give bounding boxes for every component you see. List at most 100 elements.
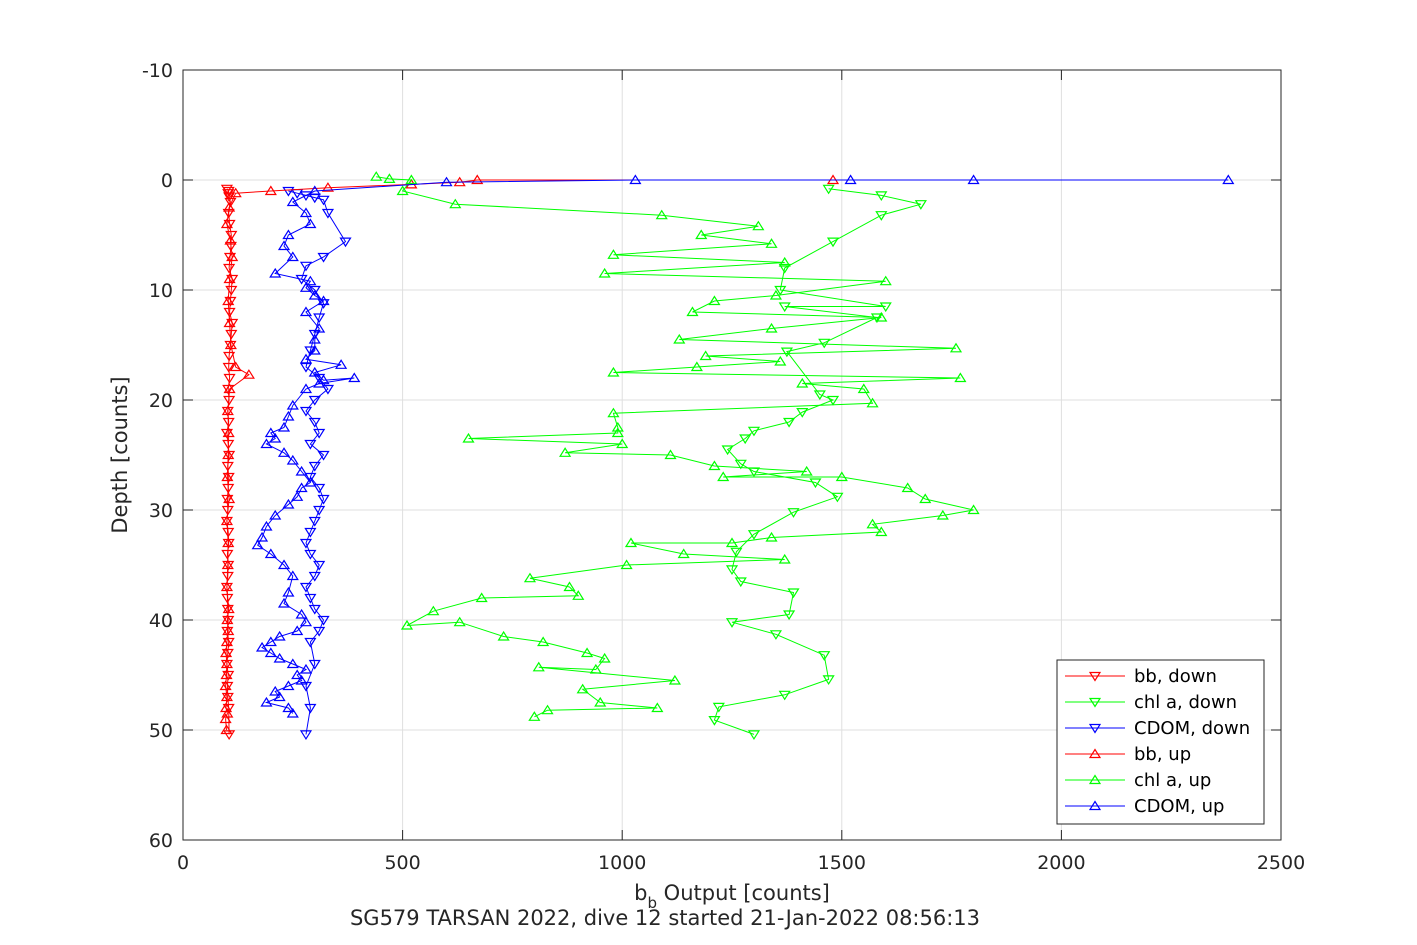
data-point-chl-a-up <box>370 171 383 181</box>
data-point-chl-a-up <box>616 438 629 449</box>
y-tick-label: 40 <box>149 610 173 632</box>
data-point-chl-a-down <box>822 675 835 686</box>
data-point-chl-a-down <box>734 577 747 588</box>
data-point-cdom-down <box>308 395 321 406</box>
data-point-cdom-up <box>291 491 304 501</box>
data-point-chl-a-down <box>769 630 783 640</box>
data-point-chl-a-up <box>523 572 537 583</box>
data-point-cdom-up <box>273 630 286 641</box>
data-point-cdom-down <box>308 417 321 428</box>
data-point-bb-down <box>222 189 235 199</box>
data-point-bb-down <box>225 329 238 340</box>
data-point-chl-a-up <box>752 220 765 231</box>
data-point-cdom-up <box>277 447 291 457</box>
data-point-chl-a-up <box>875 526 888 537</box>
data-point-chl-a-down <box>712 702 725 713</box>
data-point-cdom-up <box>286 707 299 718</box>
data-point-chl-a-up <box>537 636 550 647</box>
data-point-chl-a-up <box>936 509 949 520</box>
data-point-chl-a-up <box>866 397 879 408</box>
data-point-cdom-up <box>277 559 291 570</box>
data-point-chl-a-down <box>739 434 752 445</box>
y-tick-label: 30 <box>149 500 173 522</box>
data-point-bb-down <box>220 428 234 439</box>
data-point-cdom-up <box>264 636 277 647</box>
data-point-chl-a-up <box>717 471 730 482</box>
data-point-cdom-down <box>304 593 317 604</box>
data-point-cdom-down <box>313 483 326 494</box>
data-point-cdom-down <box>308 461 321 472</box>
data-point-chl-a-up <box>594 696 607 707</box>
data-point-cdom-up <box>299 282 313 292</box>
data-point-bb-up <box>229 361 242 372</box>
data-point-cdom-down <box>304 549 317 560</box>
data-point-chl-a-down <box>780 347 793 358</box>
data-point-cdom-up <box>967 174 980 185</box>
data-point-chl-a-down <box>826 237 840 248</box>
data-point-chl-a-down <box>875 211 888 221</box>
data-point-chl-a-up <box>427 605 440 616</box>
data-point-cdom-down <box>313 428 326 439</box>
data-point-chl-a-down <box>778 302 791 313</box>
data-point-cdom-up <box>1222 174 1235 185</box>
data-point-chl-a-down <box>778 690 791 701</box>
data-point-chl-a-up <box>449 198 462 209</box>
y-tick-label: 60 <box>149 830 173 852</box>
data-point-cdom-up <box>286 251 299 262</box>
data-point-chl-a-up <box>800 465 813 476</box>
y-tick-label: 50 <box>149 720 173 742</box>
data-point-chl-a-up <box>879 275 892 286</box>
data-point-cdom-up <box>282 702 295 713</box>
data-point-bb-down <box>221 549 234 560</box>
y-tick-label: 0 <box>161 170 173 192</box>
data-point-cdom-down <box>317 450 330 461</box>
data-point-chl-a-up <box>497 630 510 641</box>
data-point-chl-a-down <box>783 610 796 621</box>
data-point-bb-up <box>222 625 235 636</box>
data-point-chl-a-down <box>813 390 826 401</box>
caption: SG579 TARSAN 2022, dive 12 started 21-Ja… <box>350 906 980 930</box>
data-point-chl-a-up <box>405 174 418 185</box>
data-point-cdom-down <box>321 208 335 219</box>
data-point-cdom-down <box>299 261 313 272</box>
data-point-chl-a-up <box>576 683 589 694</box>
data-point-cdom-up <box>260 696 273 707</box>
data-point-chl-a-up <box>563 581 576 592</box>
data-point-cdom-up <box>277 421 291 432</box>
data-point-chl-a-up <box>607 407 620 418</box>
data-point-chl-a-up <box>954 372 967 383</box>
series-cdom-up <box>251 174 1235 718</box>
data-point-chl-a-up <box>607 366 620 377</box>
data-point-chl-a-up <box>835 471 848 482</box>
data-point-chl-a-up <box>769 289 783 300</box>
data-point-chl-a-up <box>453 616 466 627</box>
data-point-cdom-down <box>299 191 313 202</box>
data-point-chl-a-up <box>668 674 681 685</box>
legend-marker-chl-a-up <box>1088 774 1102 785</box>
legend-entries: bb, down chl a, down CDOM, down bb, up chl a… <box>1065 666 1250 817</box>
data-point-bb-down <box>223 263 236 274</box>
data-point-chl-a-down <box>783 417 796 428</box>
data-point-cdom-up <box>308 289 321 300</box>
data-point-chl-a-up <box>664 449 677 460</box>
data-point-cdom-up <box>255 531 269 542</box>
data-point-bb-down <box>222 637 235 648</box>
data-point-cdom-up <box>629 174 642 185</box>
data-point-chl-a-down <box>831 492 844 503</box>
data-point-bb-up <box>264 185 277 196</box>
data-point-chl-a-up <box>528 711 541 721</box>
data-point-cdom-down <box>317 195 330 206</box>
data-point-cdom-up <box>304 218 317 229</box>
data-point-chl-a-up <box>620 559 633 570</box>
data-point-cdom-up <box>264 647 277 658</box>
data-point-bb-up <box>222 449 235 460</box>
data-point-cdom-down <box>308 285 321 296</box>
data-point-bb-up <box>221 559 234 570</box>
data-point-cdom-up <box>299 353 313 364</box>
data-point-cdom-down <box>308 516 321 527</box>
data-point-chl-a-down <box>818 338 831 349</box>
data-point-chl-a-up <box>857 383 870 394</box>
data-point-bb-up <box>321 182 335 192</box>
data-point-bb-up <box>222 295 235 306</box>
